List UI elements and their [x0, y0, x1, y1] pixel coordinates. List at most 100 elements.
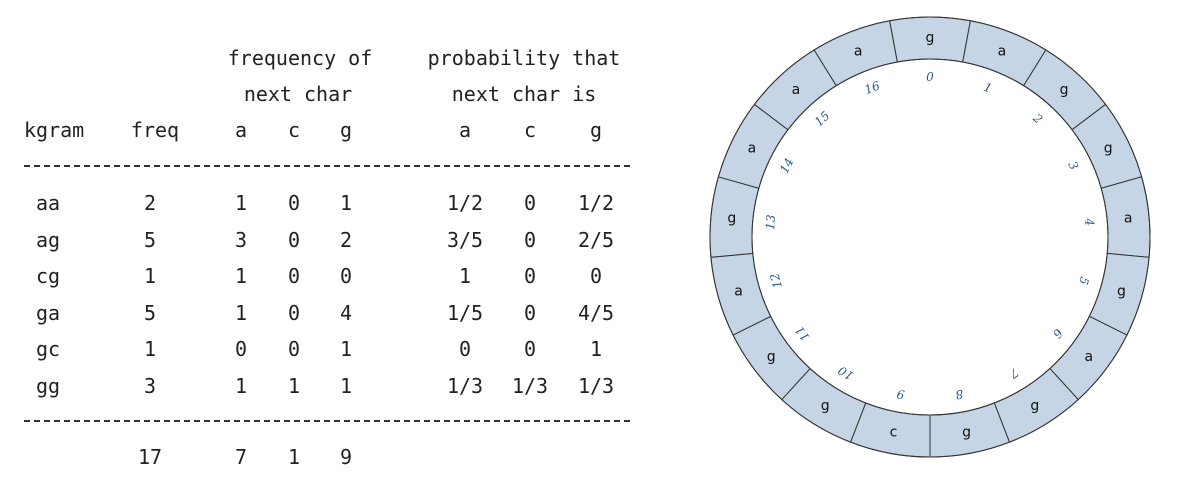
row-prob-a: 1/2 — [446, 191, 484, 215]
row-freq-g: 1 — [339, 191, 353, 215]
totals-separator — [24, 420, 630, 422]
column-header-kgram: kgram — [24, 118, 85, 142]
row-prob-g: 1/3 — [577, 373, 615, 398]
ring-character: a — [748, 140, 757, 156]
ring-index-label: 5 — [1076, 275, 1092, 286]
row-prob-c: 0 — [523, 227, 537, 252]
row-kgram: ag — [36, 227, 61, 252]
row-freq: 1 — [143, 264, 157, 288]
row-freq: 2 — [143, 191, 157, 215]
ring-index-label: 3 — [1065, 159, 1081, 172]
column-header-prob-a: a — [458, 118, 472, 142]
ring-index-label: 12 — [767, 272, 785, 291]
ring-character: g — [1030, 398, 1039, 414]
ring-character: a — [998, 43, 1007, 59]
row-freq: 3 — [143, 373, 157, 398]
row-kgram: gg — [36, 373, 61, 398]
ring-character: g — [962, 425, 971, 441]
ring-index-label: 14 — [777, 156, 796, 176]
column-header-freq-a: a — [234, 118, 248, 142]
ring-character: a — [734, 283, 743, 299]
row-freq-g: 1 — [339, 337, 353, 361]
row-freq-g: 2 — [339, 227, 353, 252]
row-prob-c: 0 — [523, 300, 537, 325]
column-header-freq-g: g — [339, 118, 353, 142]
row-freq-c: 0 — [287, 300, 301, 325]
row-freq-a: 0 — [234, 337, 248, 361]
ring-index-label: 0 — [926, 70, 934, 84]
column-header-freq-c: c — [287, 118, 301, 142]
ring-character: c — [890, 425, 898, 441]
row-freq-c: 0 — [287, 337, 301, 361]
row-prob-a: 1/3 — [446, 373, 484, 398]
ring-character: g — [1117, 283, 1126, 299]
ring-index-label: 6 — [1050, 326, 1066, 341]
row-freq-g: 0 — [339, 264, 353, 288]
ring-index-label: 7 — [1007, 365, 1021, 381]
row-prob-g: 2/5 — [577, 227, 615, 252]
row-freq-c: 0 — [287, 227, 301, 252]
kgram-frequency-table: frequency of next char probability that … — [24, 46, 630, 469]
row-freq-c: 0 — [287, 191, 301, 215]
row-freq: 1 — [143, 337, 157, 361]
ring-character: g — [1104, 140, 1113, 156]
probability-header-line2: next char is — [451, 82, 597, 106]
row-freq-g: 1 — [339, 373, 353, 398]
ring-index-label: 2 — [1030, 110, 1046, 126]
ring-character: g — [1060, 82, 1069, 98]
row-kgram: ga — [36, 300, 61, 325]
total-c: 1 — [287, 445, 301, 469]
row-freq-c: 0 — [287, 264, 301, 288]
row-freq-c: 1 — [287, 373, 301, 398]
row-prob-g: 1/2 — [577, 191, 615, 215]
row-prob-c: 0 — [523, 191, 537, 215]
ring-index-label: 15 — [812, 108, 833, 129]
row-prob-g: 1 — [589, 337, 603, 361]
total-a: 7 — [234, 445, 248, 469]
total-g: 9 — [339, 445, 353, 469]
frequency-header-line2: next char — [243, 82, 353, 106]
ring-character: g — [926, 30, 935, 46]
ring-index-label: 1 — [982, 80, 994, 96]
ring-character: a — [792, 82, 801, 98]
row-prob-g: 4/5 — [577, 300, 615, 325]
ring-character: a — [1085, 349, 1094, 365]
ring-character: g — [821, 398, 830, 414]
ring-border — [751, 58, 1109, 416]
ring-index-label: 11 — [792, 323, 812, 344]
column-header-freq: freq — [130, 118, 180, 142]
ring-index-label: 10 — [835, 363, 856, 383]
ring-index-label: 9 — [895, 387, 905, 402]
ring-character: g — [727, 211, 736, 227]
ring-character: a — [1124, 211, 1133, 227]
row-kgram: aa — [36, 191, 61, 215]
ring-border — [709, 16, 1151, 458]
header-separator — [24, 165, 630, 167]
row-freq-a: 1 — [234, 264, 248, 288]
row-freq: 5 — [143, 300, 157, 325]
row-freq-a: 1 — [234, 373, 248, 398]
row-freq-g: 4 — [339, 300, 353, 325]
row-prob-g: 0 — [589, 264, 603, 288]
row-prob-a: 0 — [458, 337, 472, 361]
row-freq-a: 1 — [234, 300, 248, 325]
row-freq-a: 1 — [234, 191, 248, 215]
row-prob-c: 0 — [523, 337, 537, 361]
row-prob-c: 1/3 — [511, 373, 549, 398]
column-header-prob-c: c — [523, 118, 537, 142]
ring-index-label: 8 — [954, 387, 964, 402]
ring-character: a — [854, 43, 863, 59]
row-prob-a: 3/5 — [446, 227, 484, 252]
column-header-prob-g: g — [589, 118, 603, 142]
row-freq: 5 — [143, 227, 157, 252]
row-prob-c: 0 — [523, 264, 537, 288]
ring-segments — [709, 16, 1151, 458]
ring-index-label: 4 — [1082, 217, 1097, 227]
frequency-header-line1: frequency of — [227, 46, 373, 70]
row-prob-a: 1 — [458, 264, 472, 288]
ring-character: g — [767, 349, 776, 365]
total-freq: 17 — [137, 445, 163, 469]
ring-index-label: 13 — [763, 214, 778, 231]
ring-characters: g a g g a g a g g c g g a g a a a — [727, 30, 1132, 441]
